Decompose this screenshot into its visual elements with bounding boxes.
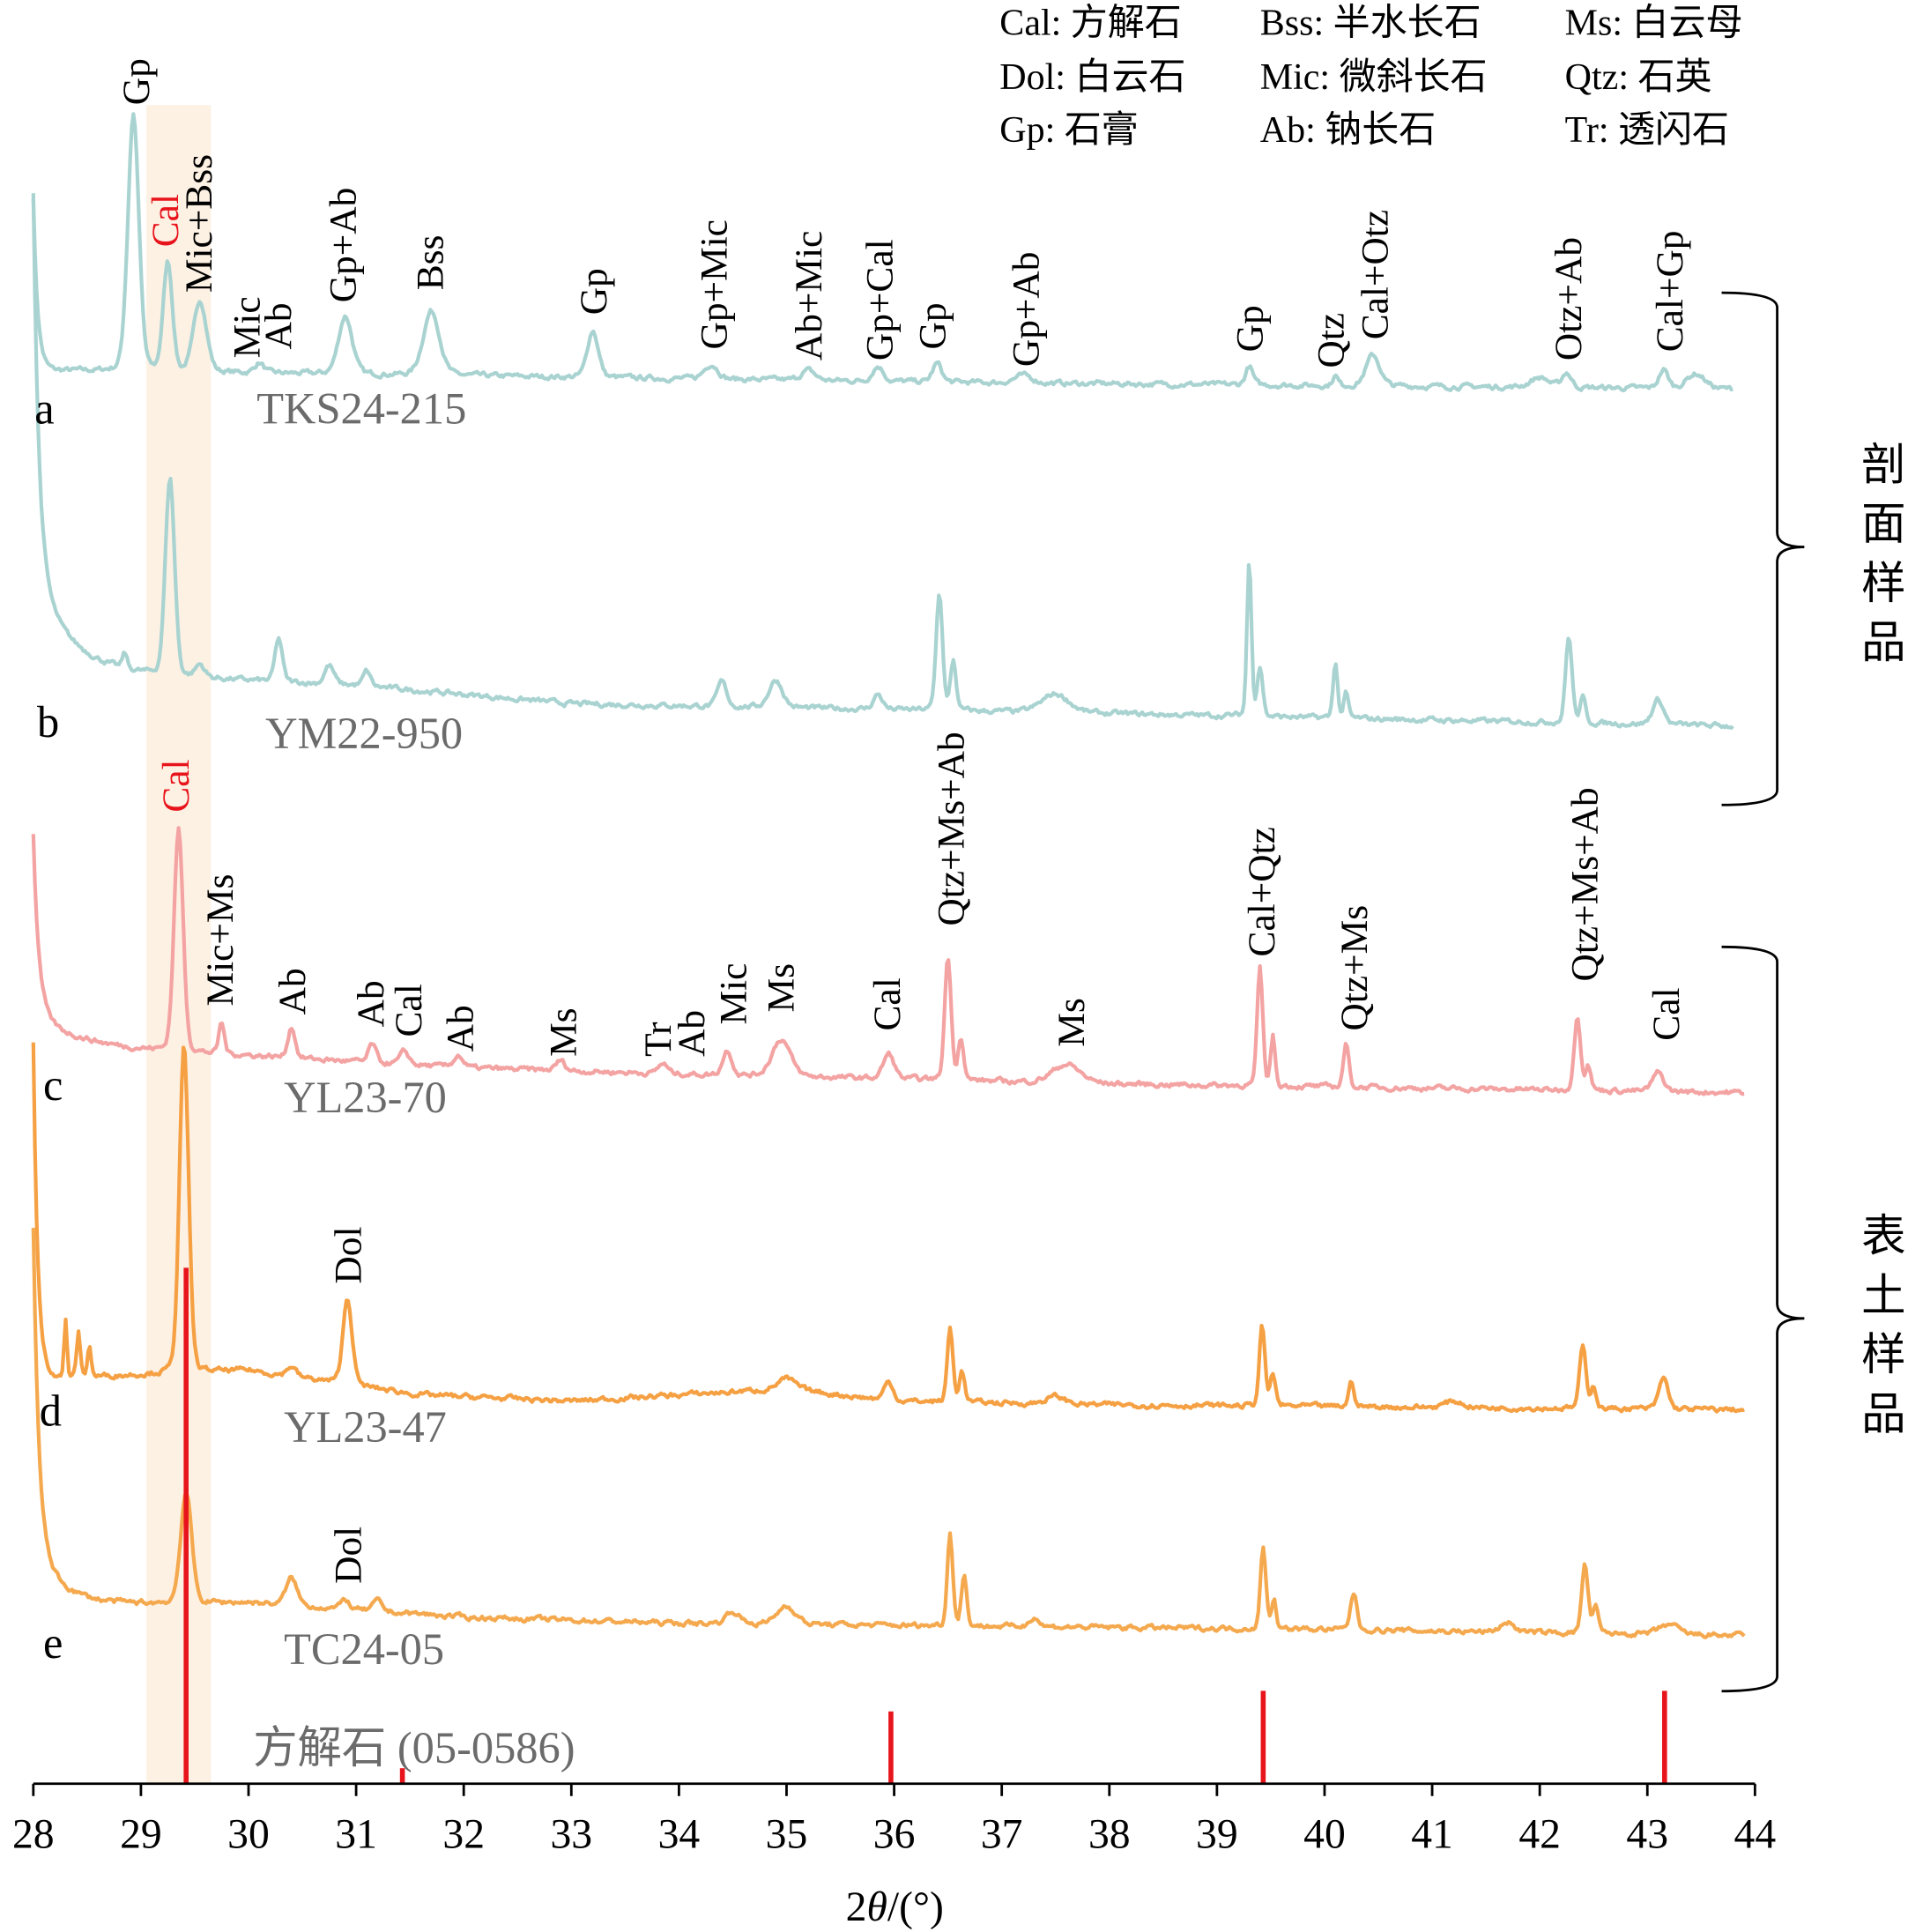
group-label-profile: 剖面样品 <box>1855 441 1904 678</box>
x-tick-label: 42 <box>1518 1812 1561 1858</box>
peak-label: Ab <box>350 980 392 1027</box>
x-tick-label: 40 <box>1303 1812 1346 1858</box>
sample-letter: a <box>34 384 54 434</box>
sample-letter: b <box>37 697 59 747</box>
peak-label: Gp <box>1229 305 1272 352</box>
peak-label: Ms <box>543 1007 585 1056</box>
peak-label: Ab <box>271 968 314 1014</box>
group-label-topsoil: 表土样品 <box>1855 1212 1904 1449</box>
legend-entry: Cal: 方解石 <box>999 3 1181 43</box>
peak-label: Qtz <box>1310 313 1352 368</box>
peak-label: Gp+Mic <box>694 219 736 349</box>
peak-label: Gp+Ab <box>1006 252 1048 368</box>
peak-label: Otz+Ab <box>1548 237 1590 360</box>
peak-label: Ab <box>671 1010 713 1057</box>
legend: Cal: 方解石 Bss: 半水长石 Ms: 白云母 Dol: 白云石 Mic: 微斜长… <box>999 3 1742 151</box>
peak-label: Cal+Gp <box>1649 230 1691 352</box>
legend-entry: Mic: 微斜长石 <box>1260 57 1488 98</box>
x-axis-label: 2θ/(°) <box>846 1884 944 1930</box>
peak-label: Mic <box>713 963 755 1025</box>
xrd-curves <box>31 112 1746 1639</box>
x-tick-label: 36 <box>873 1812 916 1858</box>
sample-letter: e <box>43 1618 63 1668</box>
x-tick-label: 37 <box>981 1812 1023 1858</box>
sample-name: TC24-05 <box>284 1624 444 1674</box>
peak-label: Cal <box>388 984 430 1037</box>
peak-label: Ab <box>257 302 300 349</box>
x-tick-label: 31 <box>335 1812 377 1858</box>
peak-label: Cal <box>866 977 909 1030</box>
x-tick-label: 33 <box>550 1812 592 1858</box>
sample-name: YM22-950 <box>265 709 463 758</box>
peak-label: Gp <box>115 58 158 105</box>
x-tick-label: 35 <box>766 1812 808 1858</box>
x-tick-label: 29 <box>120 1812 162 1858</box>
peak-label: Bss <box>409 235 451 291</box>
peak-label: Ms <box>1051 998 1093 1047</box>
peak-label: Cal <box>155 759 197 812</box>
legend-entry: Gp: 石膏 <box>999 109 1139 151</box>
peak-label: Cal <box>145 194 187 247</box>
peak-label: Gp <box>912 302 954 349</box>
xrd-curve-a <box>31 112 1734 393</box>
sample-name: YL23-70 <box>284 1073 447 1122</box>
peak-label: Cal+Qtz <box>1241 827 1283 956</box>
peak-label: Ab+Mic <box>788 231 830 360</box>
reference-lines <box>183 1267 1667 1784</box>
peak-label: Tr <box>637 1022 679 1057</box>
sample-name: TKS24-215 <box>256 384 466 434</box>
legend-entry: Qtz: 石英 <box>1565 57 1712 98</box>
peak-label: Dol <box>328 1226 370 1283</box>
peak-label: Gp+Cal <box>859 239 902 360</box>
x-tick-label: 39 <box>1196 1812 1238 1858</box>
peak-label: Qtz+Ms+Ab <box>930 732 972 925</box>
sample-letter: d <box>40 1386 62 1436</box>
peak-label: Dol <box>328 1527 370 1584</box>
group-brace <box>1721 291 1805 806</box>
x-tick-label: 43 <box>1626 1812 1668 1858</box>
legend-entry: Ms: 白云母 <box>1565 3 1743 43</box>
x-tick-label: 41 <box>1411 1812 1453 1858</box>
peak-label: Mic+Bss <box>178 154 220 293</box>
legend-entry: Bss: 半水长石 <box>1260 3 1481 43</box>
group-brace <box>1721 945 1805 1693</box>
sample-names: TKS24-215 a YM22-950 b YL23-70 c YL23-47 d TC24-… <box>34 384 575 1772</box>
peak-label: Qtz+Ms <box>1333 905 1376 1031</box>
reference-name: 方解石 (05-0586) <box>253 1723 575 1772</box>
x-tick-label: 34 <box>658 1812 701 1858</box>
peak-label: Cal <box>1645 987 1688 1040</box>
peak-label: Mic+Ms <box>199 874 241 1007</box>
legend-entry: Tr: 透闪石 <box>1565 110 1729 151</box>
legend-entry: Dol: 白云石 <box>999 57 1185 98</box>
x-tick-label: 44 <box>1734 1812 1777 1858</box>
legend-entry: Ab: 钠长石 <box>1260 110 1437 151</box>
sample-name: YL23-47 <box>284 1402 447 1452</box>
peak-label: Gp+Ab <box>322 188 364 303</box>
xrd-curve-c <box>31 826 1745 1096</box>
xrd-curve-d <box>31 1042 1745 1414</box>
peak-label: Cal+Otz <box>1354 210 1396 339</box>
calcite-highlight-band <box>146 105 212 1784</box>
group-braces <box>1721 291 1805 1693</box>
xrd-curve-b <box>31 193 1734 730</box>
peak-label: Gp <box>573 268 615 315</box>
x-tick-label: 30 <box>227 1812 270 1858</box>
peak-label: Ab <box>440 1005 482 1051</box>
x-tick-label: 38 <box>1088 1812 1131 1858</box>
x-tick-label: 32 <box>442 1812 485 1858</box>
peak-label: Qtz+Ms+Ab <box>1563 787 1606 981</box>
xrd-curve-e <box>31 1227 1746 1639</box>
x-tick-label: 28 <box>12 1812 55 1858</box>
x-axis: 28 29 30 31 32 33 34 35 36 37 38 39 40 41 42 43 44 <box>12 1782 1777 1858</box>
sample-letter: c <box>43 1060 63 1110</box>
peak-label: Mic <box>226 296 269 358</box>
peak-label: Ms <box>760 963 802 1013</box>
